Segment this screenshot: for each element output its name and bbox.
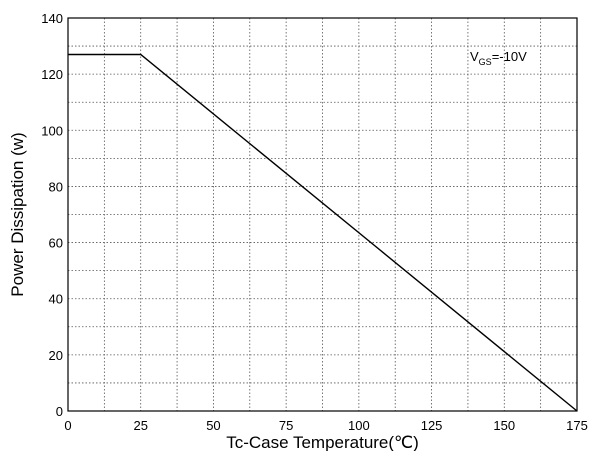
y-tick-label: 100: [41, 123, 63, 138]
x-tick-label: 100: [348, 418, 370, 433]
vgs-annotation: VGS=-10V: [470, 49, 527, 67]
y-axis-ticks: 0 20 40 60 80 100 120 140: [41, 11, 63, 419]
x-tick-label: 150: [493, 418, 515, 433]
y-tick-label: 60: [49, 236, 63, 251]
y-axis-title: Power Dissipation (w): [8, 132, 27, 296]
x-axis-ticks: 0 25 50 75 100 125 150 175: [64, 418, 587, 433]
vgs-annotation-main: V: [470, 49, 479, 64]
x-tick-label: 50: [206, 418, 220, 433]
y-tick-label: 40: [49, 292, 63, 307]
plot-area-frame: [67, 17, 578, 412]
x-axis-title: Tc-Case Temperature(℃): [226, 433, 419, 451]
power-derating-line: [68, 53, 578, 412]
x-tick-label: 175: [566, 418, 588, 433]
series-group: [68, 53, 578, 412]
x-tick-label: 75: [279, 418, 293, 433]
x-tick-label: 25: [133, 418, 147, 433]
y-tick-label: 0: [56, 404, 63, 419]
y-tick-label: 20: [49, 348, 63, 363]
y-tick-label: 80: [49, 179, 63, 194]
grid-lines: [68, 18, 577, 411]
vgs-annotation-subscript: GS: [479, 57, 492, 67]
x-tick-label: 0: [64, 418, 71, 433]
vgs-annotation-value: =-10V: [492, 49, 527, 64]
x-tick-label: 125: [421, 418, 443, 433]
y-tick-label: 120: [41, 67, 63, 82]
y-tick-label: 140: [41, 11, 63, 26]
